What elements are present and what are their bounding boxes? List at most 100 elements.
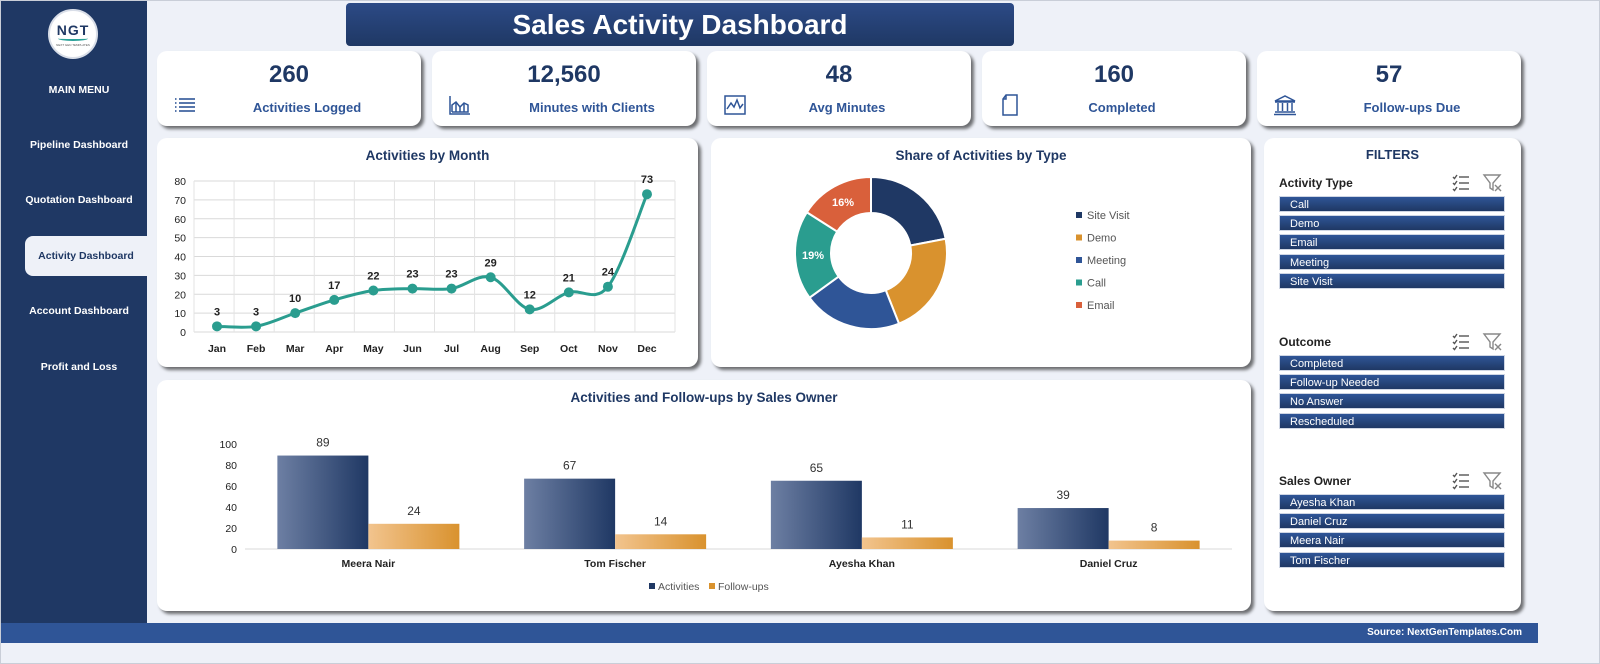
x-tick-label: Meera Nair [342, 558, 396, 570]
slicer-option-meeting[interactable]: Meeting [1279, 254, 1505, 270]
legend-swatch [709, 583, 715, 589]
slicer-option-meera-nair[interactable]: Meera Nair [1279, 532, 1505, 548]
data-label: 12 [524, 289, 536, 301]
multi-select-icon[interactable] [1451, 331, 1471, 351]
kpi-value: 57 [1375, 61, 1403, 88]
bar-activities [770, 480, 862, 549]
y-tick-label: 100 [219, 439, 237, 451]
data-point [212, 321, 222, 332]
sidebar-item-quotation-dashboard[interactable]: Quotation Dashboard [25, 194, 133, 206]
slicer-option-completed[interactable]: Completed [1279, 355, 1505, 371]
filters-panel: FILTERS Activity Type Call Demo Email Me… [1264, 138, 1521, 611]
main-menu-title: MAIN MENU [48, 84, 110, 96]
data-label: 24 [602, 267, 615, 279]
filters-title: FILTERS [1365, 147, 1420, 162]
chart-title: Share of Activities by Type [895, 148, 1067, 163]
sidebar: NGT NEXT GEN TEMPLATES MAIN MENU Pipelin… [1, 1, 147, 623]
legend-label: Follow-ups [718, 581, 769, 593]
legend-swatch [1076, 257, 1082, 263]
legend-swatch [649, 583, 655, 589]
x-tick-label: Oct [560, 343, 578, 355]
sales-owner-filter-title: Sales Owner [1279, 474, 1352, 488]
kpi-value: 160 [1093, 61, 1135, 88]
clear-filter-icon[interactable] [1482, 470, 1502, 490]
kpi-card-avg-minutes: 48 Avg Minutes [707, 51, 971, 126]
clear-filter-icon[interactable] [1482, 331, 1502, 351]
area-chart-icon [449, 96, 470, 115]
kpi-label: Follow-ups Due [1363, 100, 1461, 115]
legend-label: Site Visit [1087, 210, 1130, 222]
slicer-option-rescheduled[interactable]: Rescheduled [1279, 413, 1505, 429]
slicer-option-call[interactable]: Call [1279, 196, 1505, 212]
data-point [407, 283, 418, 294]
sidebar-item-pipeline-dashboard[interactable]: Pipeline Dashboard [29, 139, 129, 151]
data-label: 17 [328, 280, 340, 292]
data-label: 10 [289, 293, 301, 305]
data-point [290, 308, 301, 319]
x-tick-label: Aug [480, 343, 500, 355]
multi-select-icon[interactable] [1451, 470, 1471, 490]
sidebar-item-account-dashboard[interactable]: Account Dashboard [29, 305, 129, 317]
kpi-card-follow-ups-due: 57 Follow-ups Due [1257, 51, 1521, 126]
logo-text: NGT [56, 21, 90, 38]
slicer-option-ayesha-khan[interactable]: Ayesha Khan [1279, 494, 1505, 510]
bar-data-label: 24 [407, 504, 421, 518]
legend-label: Demo [1087, 233, 1116, 245]
activities-by-month-card: Activities by Month 0 10 20 30 40 50 60 70 80 3 Ja… [157, 138, 698, 367]
kpi-card-activities-logged: 260 Activities Logged [157, 51, 421, 126]
bar-data-label: 89 [316, 436, 330, 450]
slicer-option-no-answer[interactable]: No Answer [1279, 393, 1505, 409]
slice-data-label: 16% [832, 197, 854, 209]
data-point [524, 304, 535, 315]
slicer-option-site-visit[interactable]: Site Visit [1279, 273, 1505, 289]
multi-select-icon[interactable] [1451, 172, 1471, 192]
sidebar-item-activity-dashboard[interactable]: Activity Dashboard [25, 236, 147, 276]
x-tick-label: Daniel Cruz [1080, 558, 1138, 570]
slicer-option-daniel-cruz[interactable]: Daniel Cruz [1279, 513, 1505, 529]
list-icon [175, 98, 195, 112]
line-chart-icon [724, 95, 746, 115]
x-tick-label: Jun [403, 343, 422, 355]
pie-slice-site-visit [870, 175, 947, 247]
activities-by-month-chart: 0 10 20 30 40 50 60 70 80 3 Jan 3 Feb 10 Mar 17 Apr 22 May… [174, 174, 676, 355]
bar-data-label: 39 [1056, 488, 1070, 502]
y-tick-label: 10 [174, 308, 186, 320]
logo-swoosh [58, 36, 88, 41]
x-tick-label: Mar [286, 343, 305, 355]
y-tick-label: 20 [174, 289, 186, 301]
y-tick-label: 40 [174, 252, 186, 264]
sidebar-item-profit-and-loss[interactable]: Profit and Loss [40, 361, 118, 373]
page-title: Sales Activity Dashboard [346, 3, 1014, 46]
bar-data-label: 11 [901, 517, 914, 531]
legend-label: Call [1087, 278, 1106, 290]
data-label: 23 [406, 269, 418, 281]
pie-slice-email [805, 175, 872, 233]
legend-label: Activities [658, 581, 699, 593]
data-label: 73 [641, 174, 653, 186]
slicer-option-email[interactable]: Email [1279, 234, 1505, 250]
kpi-label: Activities Logged [252, 100, 362, 115]
x-tick-label: May [363, 343, 384, 355]
x-tick-label: Jul [444, 343, 459, 355]
bar-follow-ups [861, 537, 953, 549]
kpi-card-completed: 160 Completed [982, 51, 1246, 126]
data-label: 3 [214, 306, 220, 318]
y-tick-label: 60 [225, 481, 237, 493]
data-point [602, 281, 613, 292]
slicer-option-tom-fischer[interactable]: Tom Fischer [1279, 552, 1505, 568]
data-point [446, 283, 457, 294]
share-of-activities-chart: Site Visit Demo Meeting 19% Call 16% Email [794, 175, 1130, 330]
document-icon [1002, 94, 1018, 116]
slicer-option-follow-up-needed[interactable]: Follow-up Needed [1279, 374, 1505, 390]
chart-title: Activities and Follow-ups by Sales Owner [570, 390, 838, 405]
bank-icon [1274, 95, 1296, 116]
kpi-label: Avg Minutes [808, 100, 886, 115]
y-tick-label: 30 [174, 270, 186, 282]
slice-data-label: 19% [802, 250, 824, 262]
y-tick-label: 0 [180, 327, 186, 339]
x-tick-label: Tom Fischer [584, 558, 646, 570]
slicer-option-demo[interactable]: Demo [1279, 215, 1505, 231]
clear-filter-icon[interactable] [1482, 172, 1502, 192]
x-tick-label: Apr [325, 343, 343, 355]
y-tick-label: 80 [225, 460, 237, 472]
